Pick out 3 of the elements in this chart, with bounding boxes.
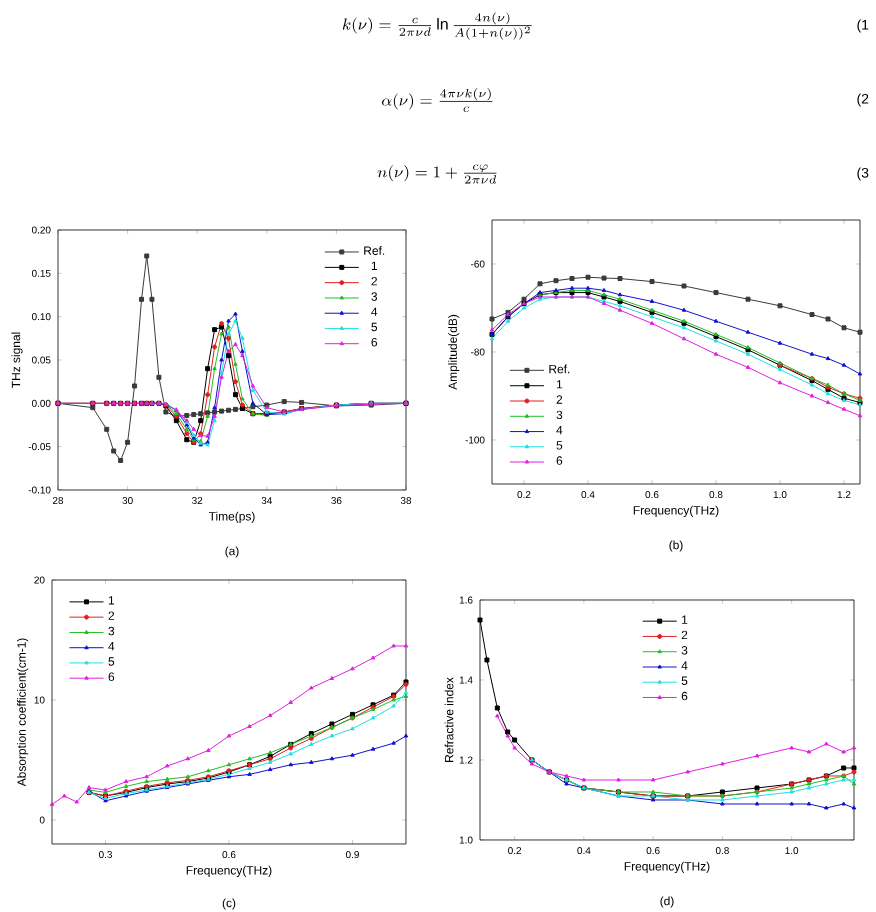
text: $n(\nu )=1+\frac{c\varphi }{2\pi \nu d}$ bbox=[377, 164, 497, 184]
text: $k(\nu )=\frac{c}{2\pi \nu d}\ln \frac{4n(\nu )}{A(1+n(\nu ))^{2}}$ bbox=[342, 12, 532, 40]
text: $\alpha (\nu )=\frac{4\pi \nu k(\nu )}{c}$ bbox=[382, 88, 493, 112]
